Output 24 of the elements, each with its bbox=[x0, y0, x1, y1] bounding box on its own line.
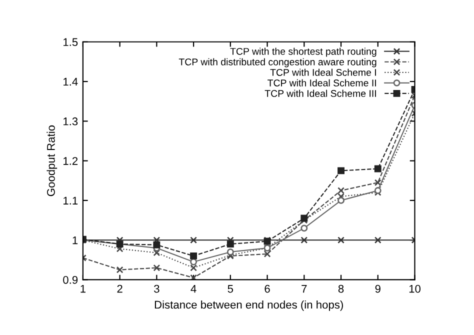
y-axis-title: Goodput Ratio bbox=[46, 125, 58, 196]
y-tick-label: 1.3 bbox=[63, 117, 78, 126]
y-tick-label: 1.5 bbox=[63, 38, 78, 46]
legend-label: TCP with Ideal Scheme II bbox=[268, 79, 376, 86]
x-tick-label: 2 bbox=[117, 284, 122, 293]
x-tick-label: 4 bbox=[190, 284, 196, 293]
legend-label: TCP with Ideal Scheme I bbox=[270, 68, 376, 76]
y-tick-label: 1 bbox=[72, 236, 78, 244]
legend-label: TCP with distributed congestion aware routing bbox=[178, 58, 376, 68]
x-tick-label: 5 bbox=[228, 284, 234, 293]
x-tick-label: 9 bbox=[375, 284, 380, 293]
y-tick-label: 1.2 bbox=[63, 157, 78, 165]
x-tick-label: 7 bbox=[302, 284, 307, 293]
y-tick-label: 0.9 bbox=[63, 276, 78, 284]
x-tick-label: 1 bbox=[80, 284, 86, 293]
legend-label: TCP with the shortest path routing bbox=[230, 48, 376, 57]
x-tick-label: 10 bbox=[409, 284, 420, 293]
x-tick-label: 3 bbox=[154, 284, 160, 293]
x-axis-title: Distance between end nodes (in hops) bbox=[154, 300, 343, 311]
y-tick-label: 1.1 bbox=[63, 196, 78, 204]
x-tick-label: 8 bbox=[338, 284, 344, 293]
x-tick-label: 6 bbox=[264, 284, 270, 293]
legend-label: TCP with Ideal Scheme III bbox=[264, 90, 376, 97]
y-tick-label: 1.4 bbox=[63, 78, 78, 86]
